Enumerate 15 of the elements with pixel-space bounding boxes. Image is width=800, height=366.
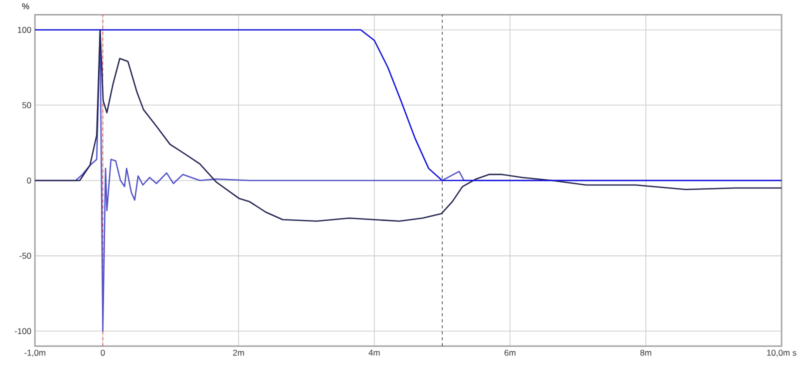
line-series — [34, 29, 782, 182]
x-tick-label: 4m — [368, 350, 380, 356]
y-axis-title: % — [22, 3, 30, 10]
y-tick-label: 100 — [18, 26, 32, 33]
y-tick-label: 50 — [22, 102, 32, 108]
y-tick-label: -100 — [14, 328, 32, 334]
x-tick-label: -1,0m — [24, 350, 46, 357]
line-series — [34, 29, 782, 222]
y-tick-label: -50 — [20, 252, 32, 259]
x-tick-label: 6m — [504, 350, 516, 356]
y-tick-label: 0 — [27, 177, 32, 184]
x-tick-label: 2m — [233, 350, 244, 356]
x-tick-label: 8m — [640, 350, 652, 356]
x-tick-label: 0 — [100, 350, 105, 356]
x-tick-label: 10,0m s — [767, 350, 796, 357]
